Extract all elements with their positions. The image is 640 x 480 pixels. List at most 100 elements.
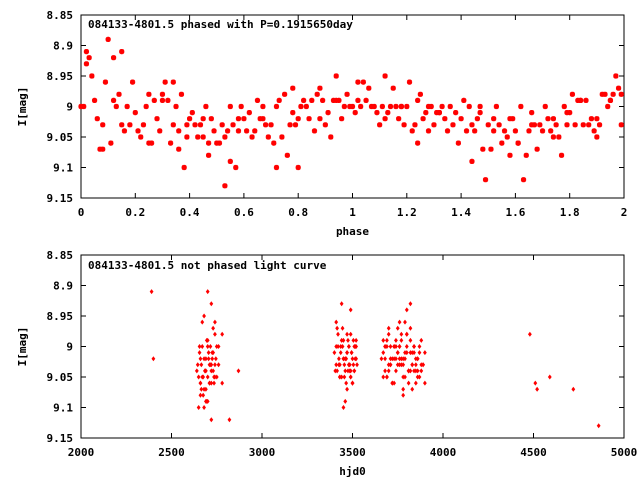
data-point <box>358 103 364 110</box>
data-point <box>225 128 231 134</box>
data-point <box>349 350 354 356</box>
data-point <box>211 128 217 134</box>
x-tick-label: 1.8 <box>560 206 580 219</box>
data-point <box>379 103 385 110</box>
data-point <box>394 337 398 343</box>
data-point <box>189 110 195 116</box>
data-point <box>263 122 269 128</box>
data-point <box>335 368 340 374</box>
data-point <box>159 97 166 103</box>
data-point <box>413 380 418 386</box>
data-point <box>401 122 407 128</box>
data-point <box>461 97 467 103</box>
data-point <box>290 110 296 116</box>
data-point <box>412 344 416 349</box>
data-point <box>577 97 584 103</box>
y-tick-label: 8.9 <box>53 40 73 53</box>
data-point <box>417 374 422 380</box>
data-point <box>306 116 312 122</box>
data-point <box>415 368 420 374</box>
data-point <box>410 362 415 368</box>
data-point <box>436 110 442 116</box>
data-point <box>333 97 339 103</box>
data-point <box>412 122 418 128</box>
data-point <box>91 97 98 103</box>
data-point <box>202 313 206 319</box>
data-point <box>425 103 432 110</box>
data-point <box>401 392 406 398</box>
data-point <box>404 331 409 337</box>
data-point <box>346 344 351 349</box>
data-point <box>455 140 461 146</box>
data-point <box>594 116 600 122</box>
data-point <box>322 122 328 128</box>
data-point <box>222 134 228 140</box>
data-point <box>345 386 349 392</box>
chart-title: 084133-4801.5 not phased light curve <box>88 259 327 272</box>
y-tick-label: 9 <box>66 341 73 354</box>
data-point <box>235 128 242 134</box>
data-point <box>203 356 208 362</box>
data-point <box>284 152 290 158</box>
x-tick-label: 1.2 <box>397 206 417 219</box>
data-point <box>351 362 356 368</box>
data-point <box>580 122 586 128</box>
x-tick-label: 3500 <box>339 446 366 459</box>
data-point <box>533 380 538 386</box>
data-point <box>200 134 206 140</box>
data-point <box>404 344 409 349</box>
data-point <box>173 103 179 110</box>
data-point <box>386 368 391 374</box>
data-point <box>394 368 398 374</box>
data-point <box>205 337 210 343</box>
data-point <box>151 356 156 362</box>
data-point <box>339 301 344 307</box>
data-point <box>463 128 470 134</box>
data-point <box>97 146 103 152</box>
data-point <box>537 122 543 128</box>
data-point <box>421 362 425 368</box>
data-point <box>208 344 213 349</box>
data-point <box>381 350 386 356</box>
data-point <box>558 152 565 158</box>
data-point <box>206 350 211 356</box>
data-point <box>466 103 472 110</box>
data-point <box>387 103 394 110</box>
data-point <box>83 49 90 55</box>
data-point <box>220 331 225 337</box>
data-point <box>417 350 422 356</box>
data-point <box>531 122 538 128</box>
data-point <box>419 337 424 343</box>
data-point <box>390 85 396 91</box>
data-point <box>450 122 456 128</box>
data-point <box>89 73 95 79</box>
data-point <box>512 128 518 134</box>
phased-light-curve-panel: 0 0.2 0.4 0.6 0.8 1 1.2 1.4 1.6 1.8 2 8.85 8.9 8.95 9 9… <box>16 9 627 238</box>
data-point <box>213 362 217 368</box>
data-point <box>399 356 404 362</box>
data-point <box>260 103 266 110</box>
data-point <box>205 344 210 349</box>
data-point <box>403 350 407 356</box>
data-point <box>81 103 87 110</box>
data-point <box>338 350 343 356</box>
data-point <box>194 368 199 374</box>
data-point <box>320 97 326 103</box>
data-point <box>197 350 202 356</box>
y-axis-label: I[mag] <box>16 327 29 367</box>
data-point <box>340 325 345 331</box>
data-point <box>254 97 261 103</box>
data-point <box>529 122 535 128</box>
data-point <box>348 368 353 374</box>
data-point <box>342 362 347 368</box>
data-point <box>535 386 540 392</box>
data-point <box>201 392 206 398</box>
data-point <box>354 356 359 362</box>
data-point <box>246 110 252 116</box>
data-point <box>335 325 340 331</box>
data-point <box>276 97 282 103</box>
data-point <box>539 128 546 134</box>
data-point <box>388 344 393 349</box>
data-point <box>605 103 611 110</box>
data-point <box>216 362 221 368</box>
